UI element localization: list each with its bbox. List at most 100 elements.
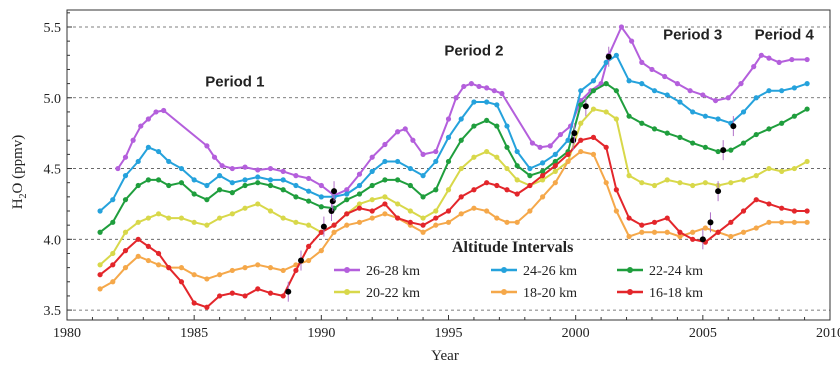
breakpoint-marker: [320, 223, 327, 230]
data-point: [356, 191, 363, 197]
legend-swatch-marker: [344, 289, 350, 295]
data-point: [145, 215, 151, 221]
breakpoint-marker: [582, 103, 589, 110]
data-point: [639, 229, 645, 235]
data-point: [433, 158, 439, 165]
data-point: [779, 205, 785, 211]
data-point: [135, 182, 141, 189]
data-point: [590, 88, 597, 94]
legend-label: 24-26 km: [523, 264, 577, 279]
breakpoint-marker: [699, 236, 706, 243]
data-point: [166, 158, 172, 165]
data-point: [267, 182, 274, 189]
data-point: [138, 123, 144, 129]
data-point: [651, 219, 658, 225]
data-point: [178, 279, 185, 285]
data-point: [280, 267, 286, 274]
data-point: [344, 197, 350, 203]
data-point: [702, 144, 708, 150]
data-point: [552, 180, 558, 186]
data-point: [331, 229, 337, 235]
data-point: [155, 148, 162, 155]
breakpoint-marker: [331, 188, 338, 195]
data-point: [565, 137, 571, 143]
data-point: [369, 208, 375, 214]
data-point: [494, 182, 500, 189]
data-point: [715, 116, 721, 122]
data-point: [410, 137, 416, 143]
data-point: [318, 248, 324, 254]
x-tick-label: 2010: [816, 326, 840, 341]
data-point: [639, 222, 645, 228]
data-point: [728, 233, 734, 240]
data-point: [229, 290, 235, 296]
data-point: [779, 168, 785, 174]
data-point: [204, 304, 210, 310]
series-line: [99, 136, 808, 309]
data-point: [242, 182, 248, 189]
data-point: [779, 120, 785, 126]
series-24-26km: [97, 52, 810, 214]
breakpoint-marker: [570, 137, 577, 144]
data-point: [306, 188, 312, 194]
data-point: [395, 215, 401, 221]
data-point: [135, 158, 141, 165]
data-point: [740, 229, 747, 235]
data-point: [306, 243, 312, 249]
data-point: [445, 187, 452, 193]
data-point: [155, 177, 162, 183]
data-point: [690, 236, 696, 242]
data-point: [382, 194, 388, 200]
data-point: [407, 219, 413, 225]
data-point: [471, 187, 477, 193]
data-point: [527, 173, 533, 179]
ticks-layer: 3.5 4.0 4.5 5.0 5.5 1980 1985 1990 1995 2000 2005 2…: [44, 12, 840, 341]
data-point: [527, 165, 533, 172]
data-point: [565, 158, 571, 165]
data-point: [687, 88, 693, 94]
data-point: [639, 59, 645, 65]
data-point: [204, 197, 210, 203]
data-point: [791, 85, 797, 91]
data-point: [229, 267, 235, 274]
data-point: [484, 180, 490, 186]
grid-lines: [67, 26, 830, 311]
data-point: [791, 113, 797, 119]
data-point: [618, 24, 625, 30]
data-point: [715, 229, 721, 235]
breakpoint-marker: [720, 147, 727, 154]
data-point: [229, 211, 235, 217]
data-point: [122, 173, 129, 179]
legend-label: 26-28 km: [366, 264, 420, 279]
data-point: [626, 215, 632, 221]
data-point: [751, 64, 757, 70]
x-tick-label: 1990: [307, 326, 335, 341]
data-point: [255, 174, 261, 180]
data-point: [565, 151, 571, 157]
data-point: [122, 197, 129, 203]
data-point: [110, 279, 116, 285]
legend-label: 22-24 km: [649, 264, 703, 279]
data-point: [445, 158, 452, 165]
legend-item: 18-20 km: [491, 286, 577, 301]
data-point: [145, 177, 151, 183]
data-point: [476, 83, 482, 90]
data-point: [318, 182, 324, 189]
data-point: [204, 222, 210, 228]
data-point: [494, 102, 500, 108]
data-point: [651, 182, 658, 189]
data-point: [471, 154, 477, 160]
data-point: [382, 201, 388, 207]
legend-swatch-marker: [627, 267, 633, 273]
data-point: [204, 276, 210, 282]
data-point: [458, 194, 464, 200]
data-point: [280, 293, 286, 299]
data-point: [613, 208, 619, 214]
data-point: [293, 173, 299, 179]
data-point: [494, 123, 500, 129]
data-point: [293, 194, 299, 200]
data-point: [766, 219, 772, 225]
data-point: [651, 229, 658, 235]
x-tick-label: 1995: [435, 326, 463, 341]
data-point: [267, 265, 274, 271]
